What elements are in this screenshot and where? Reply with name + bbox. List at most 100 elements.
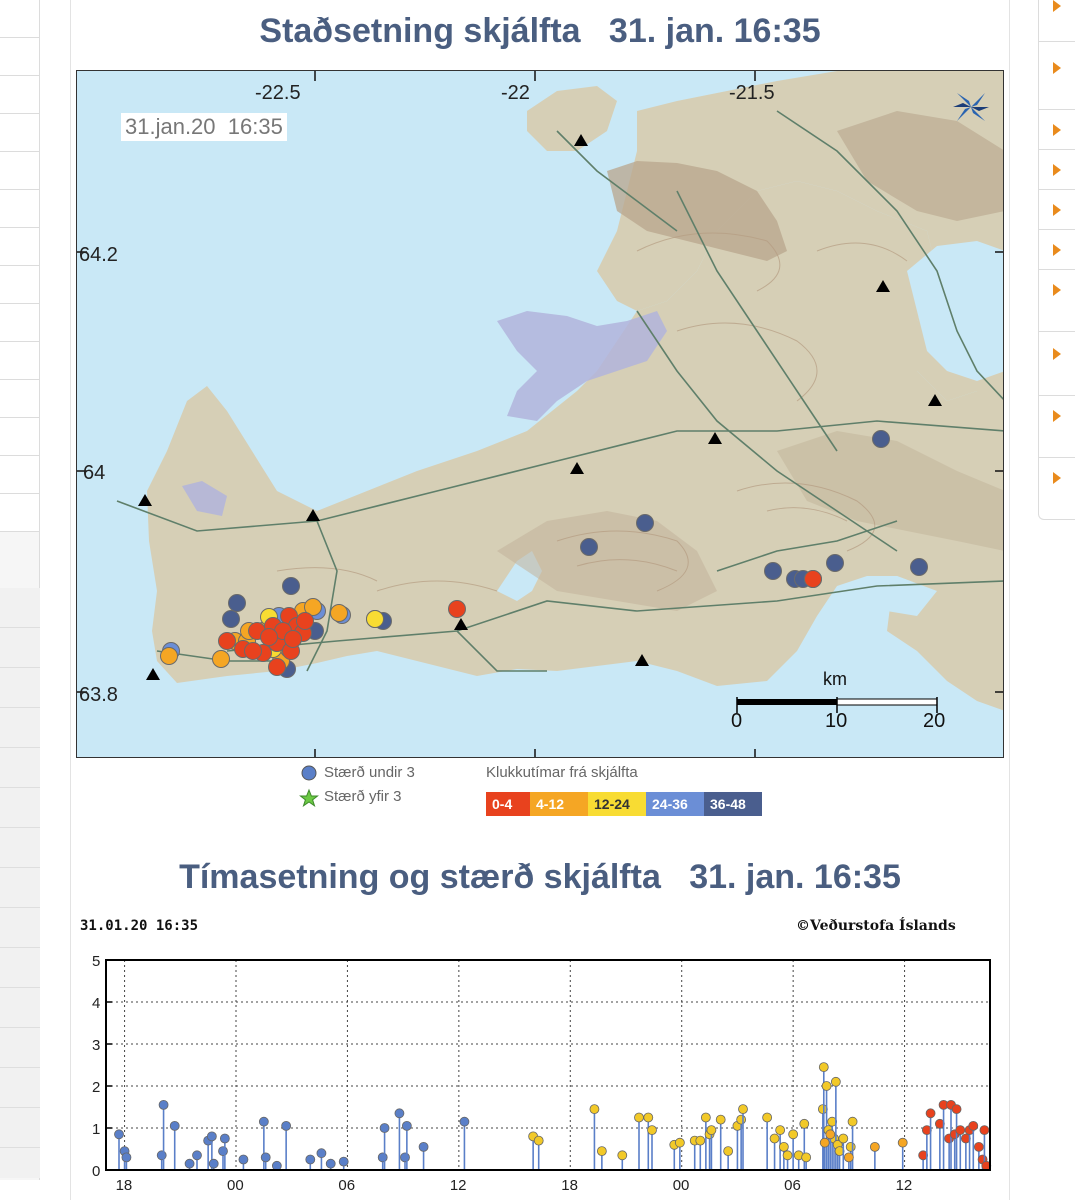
earthquake-marker[interactable]: [244, 642, 262, 660]
earthquake-marker[interactable]: [764, 562, 782, 580]
quake-point: [897, 1137, 908, 1148]
earthquake-marker[interactable]: [448, 600, 466, 618]
left-sidebar-item[interactable]: [0, 152, 39, 190]
earthquake-marker[interactable]: [160, 647, 178, 665]
earthquake-marker[interactable]: [260, 628, 278, 646]
right-sidebar-item[interactable]: [1039, 190, 1075, 230]
earthquake-marker[interactable]: [218, 632, 236, 650]
left-sidebar-item[interactable]: [0, 380, 39, 418]
small-quake-icon: [301, 765, 317, 781]
x-tick-label: 06: [338, 1177, 355, 1194]
left-sidebar-item[interactable]: [0, 1108, 40, 1148]
left-sidebar-item[interactable]: [0, 38, 39, 76]
quake-point: [271, 1160, 282, 1171]
right-sidebar-item[interactable]: [1039, 230, 1075, 270]
earthquake-marker[interactable]: [228, 594, 246, 612]
legend-bin-24-36: 24-36: [646, 792, 704, 816]
left-sidebar-item[interactable]: [0, 228, 39, 266]
quake-point: [818, 1062, 829, 1072]
lake-thingvallavatn: [907, 241, 1003, 381]
contour-line: [576, 559, 678, 572]
quake-point: [715, 1114, 726, 1125]
left-sidebar-item[interactable]: [0, 1028, 40, 1068]
left-sidebar-item[interactable]: [0, 948, 40, 988]
chart-frame: [105, 959, 991, 1171]
earthquake-marker[interactable]: [284, 630, 302, 648]
left-sidebar-item[interactable]: [0, 908, 40, 948]
lava-field-west: [182, 481, 227, 516]
lava-field-reykjavik: [497, 311, 667, 421]
left-sidebar-item[interactable]: [0, 828, 40, 868]
land-north-cape: [527, 86, 617, 151]
scale-tick-20: 20: [923, 710, 945, 732]
earthquake-marker[interactable]: [268, 658, 286, 676]
seismic-station-icon: [146, 668, 160, 680]
earthquake-marker[interactable]: [636, 514, 654, 532]
earthquake-marker[interactable]: [212, 650, 230, 668]
quake-point: [695, 1135, 706, 1146]
quake-point: [617, 1150, 628, 1161]
left-sidebar-item[interactable]: [0, 0, 39, 38]
earthquake-marker[interactable]: [804, 570, 822, 588]
contour-line: [556, 530, 689, 592]
left-sidebar-item[interactable]: [0, 190, 39, 228]
large-quake-star-icon: [299, 788, 319, 807]
left-sidebar-item[interactable]: [0, 114, 39, 152]
map-legend: Stærð undir 3 Stærð yfir 3 Klukkutímar f…: [298, 760, 818, 820]
quake-point: [156, 1150, 167, 1161]
earthquake-marker[interactable]: [282, 577, 300, 595]
left-sidebar-item[interactable]: [0, 588, 40, 628]
earthquake-marker[interactable]: [304, 598, 322, 616]
earthquake-marker[interactable]: [222, 610, 240, 628]
right-sidebar-item[interactable]: [1039, 458, 1075, 520]
earthquake-map[interactable]: -22.5 -22 -21.5 64.2 64 63.8 km 0 10: [76, 70, 1004, 758]
x-tick-label: 00: [227, 1177, 244, 1194]
bullet-arrow-icon: [1053, 284, 1061, 296]
quake-point: [325, 1158, 336, 1169]
right-sidebar-item[interactable]: [1039, 42, 1075, 110]
left-sidebar-item[interactable]: [0, 788, 40, 828]
left-sidebar-item[interactable]: [0, 76, 39, 114]
earthquake-marker[interactable]: [826, 554, 844, 572]
land-reykjanes: [147, 181, 1003, 686]
left-sidebar-item[interactable]: [0, 668, 40, 708]
quake-point: [762, 1112, 773, 1123]
legend-symbols: [299, 765, 319, 807]
earthquake-marker[interactable]: [872, 430, 890, 448]
left-sidebar-item[interactable]: [0, 304, 39, 342]
y-tick-label: 3: [92, 1037, 100, 1054]
earthquake-marker[interactable]: [580, 538, 598, 556]
left-sidebar-item[interactable]: [0, 1068, 40, 1108]
right-sidebar-item[interactable]: [1039, 110, 1075, 150]
quake-point: [925, 1108, 936, 1119]
right-sidebar-item[interactable]: [1039, 396, 1075, 458]
right-sidebar-item[interactable]: [1039, 0, 1075, 42]
left-sidebar-item[interactable]: [0, 868, 40, 908]
right-sidebar-item[interactable]: [1039, 270, 1075, 332]
earthquake-marker[interactable]: [330, 604, 348, 622]
quake-point: [869, 1141, 880, 1152]
left-sidebar-item[interactable]: [0, 342, 39, 380]
quake-point: [700, 1112, 711, 1123]
quake-point: [775, 1125, 786, 1136]
quake-point: [316, 1148, 327, 1159]
seismic-station-icon: [876, 280, 890, 292]
left-sidebar-item[interactable]: [0, 418, 39, 456]
bullet-arrow-icon: [1053, 124, 1061, 136]
right-sidebar-item[interactable]: [1039, 332, 1075, 396]
earthquake-marker[interactable]: [910, 558, 928, 576]
quake-point: [238, 1154, 249, 1165]
earthquake-marker[interactable]: [296, 612, 314, 630]
left-sidebar-item[interactable]: [0, 988, 40, 1028]
right-sidebar-item[interactable]: [1039, 150, 1075, 190]
earthquake-marker[interactable]: [366, 610, 384, 628]
quake-point: [782, 1150, 793, 1161]
left-sidebar-item[interactable]: [0, 748, 40, 788]
left-sidebar-item[interactable]: [0, 456, 39, 494]
left-sidebar-item[interactable]: [0, 266, 39, 304]
quake-point: [281, 1120, 292, 1131]
left-sidebar-item[interactable]: [0, 628, 40, 668]
left-sidebar-item[interactable]: [0, 494, 39, 532]
left-sidebar-item[interactable]: [0, 708, 40, 748]
